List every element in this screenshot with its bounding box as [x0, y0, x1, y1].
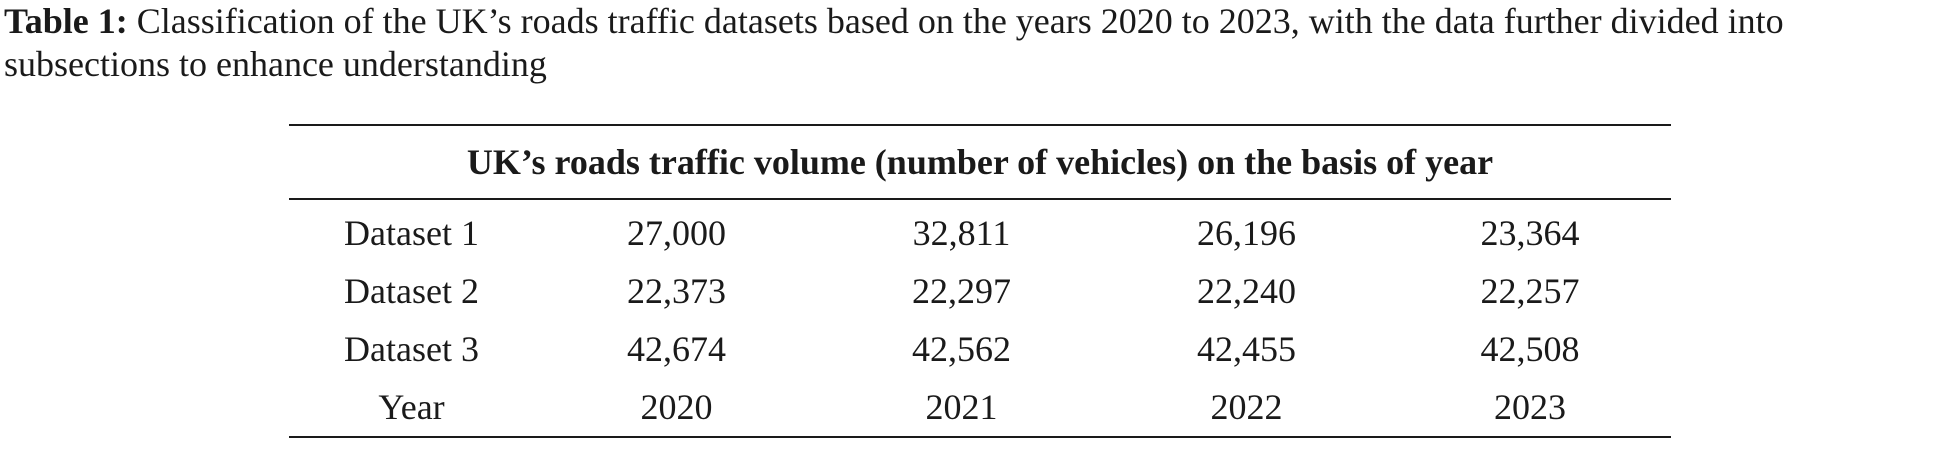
table-cell: 32,811 [912, 213, 1011, 253]
table-cell: 2020 [534, 378, 819, 438]
table-row: Dataset 1 27,000 32,811 26,196 23,364 [289, 199, 1671, 262]
table-cell: 2022 [1104, 378, 1389, 438]
table-caption-label: Table 1: [4, 1, 128, 41]
table-row: Dataset 2 22,373 22,297 22,240 22,257 [289, 262, 1671, 320]
table-cell: 42,674 [627, 329, 726, 369]
table-cell: 2021 [819, 378, 1104, 438]
row-label: Year [289, 378, 534, 438]
row-label: Dataset 3 [344, 329, 479, 369]
table-row: Dataset 3 42,674 42,562 42,455 42,508 [289, 320, 1671, 378]
table-row: Year 2020 2021 2022 2023 [289, 378, 1671, 438]
traffic-volume-table: UK’s roads traffic volume (number of veh… [289, 124, 1671, 438]
table-cell: 2023 [1389, 378, 1671, 438]
table-cell: 22,297 [912, 271, 1011, 311]
table-caption-text: Classification of the UK’s roads traffic… [4, 1, 1784, 84]
table-cell: 22,373 [627, 271, 726, 311]
table-cell: 42,562 [912, 329, 1011, 369]
table-cell: 27,000 [627, 213, 726, 253]
table-cell: 22,240 [1197, 271, 1296, 311]
table-cell: 23,364 [1480, 213, 1580, 253]
row-label: Dataset 1 [344, 213, 479, 253]
table-cell: 42,508 [1480, 329, 1580, 369]
table-header-row: UK’s roads traffic volume (number of veh… [289, 124, 1671, 200]
table-container: UK’s roads traffic volume (number of veh… [289, 124, 1671, 438]
row-label: Dataset 2 [344, 271, 479, 311]
table-cell: 22,257 [1480, 271, 1580, 311]
table-cell: 42,455 [1197, 329, 1296, 369]
table-cell: 26,196 [1197, 213, 1296, 253]
table-caption: Table 1: Classification of the UK’s road… [4, 0, 1949, 86]
table-header: UK’s roads traffic volume (number of veh… [289, 124, 1671, 200]
